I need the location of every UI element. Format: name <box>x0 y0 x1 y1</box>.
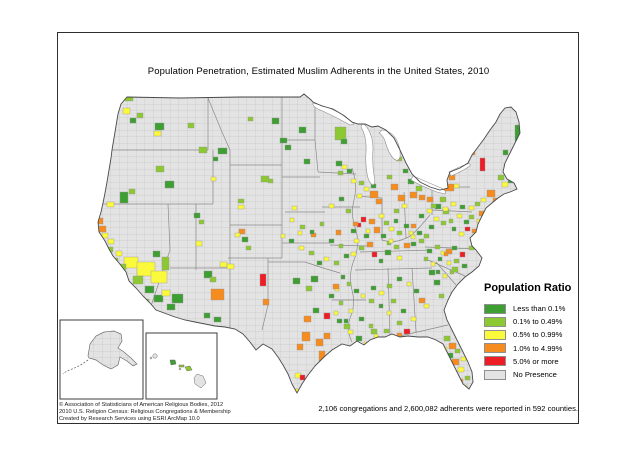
credits-block: © Association of Statisticians of Americ… <box>59 402 231 423</box>
legend-item: 1.0% to 4.99% <box>484 342 579 355</box>
legend-label: 5.0% or more <box>513 356 559 366</box>
island-kauai <box>152 353 158 359</box>
state-boundaries <box>103 97 479 343</box>
legend-swatch <box>484 303 506 314</box>
legend-label: 1.0% to 4.99% <box>513 343 563 353</box>
legend: Population Ratio Less than 0.1% 0.1% to 0… <box>484 282 579 381</box>
legend-item: 0.1% to 0.49% <box>484 315 579 328</box>
credit-line: Created by Research Services using ESRI … <box>59 416 200 422</box>
lake-ontario <box>448 163 471 177</box>
island-niihau <box>149 356 153 360</box>
map-title: Population Penetration, Estimated Muslim… <box>147 66 490 77</box>
credit-line: 2010 U.S. Religion Census: Religious Con… <box>59 409 231 415</box>
legend-swatch <box>484 343 506 354</box>
legend-label: 0.5% to 0.99% <box>513 330 563 340</box>
island-oahu <box>169 359 177 366</box>
lake-huron <box>378 129 401 161</box>
legend-label: No Presence <box>513 370 557 380</box>
county-choropleth-patches <box>98 94 520 393</box>
aleutian-islands <box>62 359 89 375</box>
legend-swatch <box>484 356 506 367</box>
legend-swatch <box>484 316 506 327</box>
island-hawaii <box>193 373 207 389</box>
legend-swatch <box>484 369 506 380</box>
legend-item: 5.0% or more <box>484 355 579 368</box>
alaska-inset <box>59 319 144 400</box>
credit-line: © Association of Statisticians of Americ… <box>59 402 224 408</box>
legend-title: Population Ratio <box>484 282 572 294</box>
legend-label: 0.1% to 0.49% <box>513 317 563 327</box>
legend-item: No Presence <box>484 368 579 381</box>
hawaii-inset <box>145 332 218 400</box>
island-molokai <box>178 364 185 368</box>
island-maui <box>184 365 193 372</box>
island-lanai <box>178 367 182 371</box>
lake-michigan <box>360 123 376 186</box>
legend-swatch <box>484 329 506 340</box>
legend-item: 0.5% to 0.99% <box>484 328 579 341</box>
legend-items: Less than 0.1% 0.1% to 0.49% 0.5% to 0.99%… <box>484 302 579 381</box>
legend-item: Less than 0.1% <box>484 302 579 315</box>
legend-label: Less than 0.1% <box>513 304 566 314</box>
summary-annotation: 2,106 congregations and 2,600,082 adhere… <box>318 404 578 413</box>
